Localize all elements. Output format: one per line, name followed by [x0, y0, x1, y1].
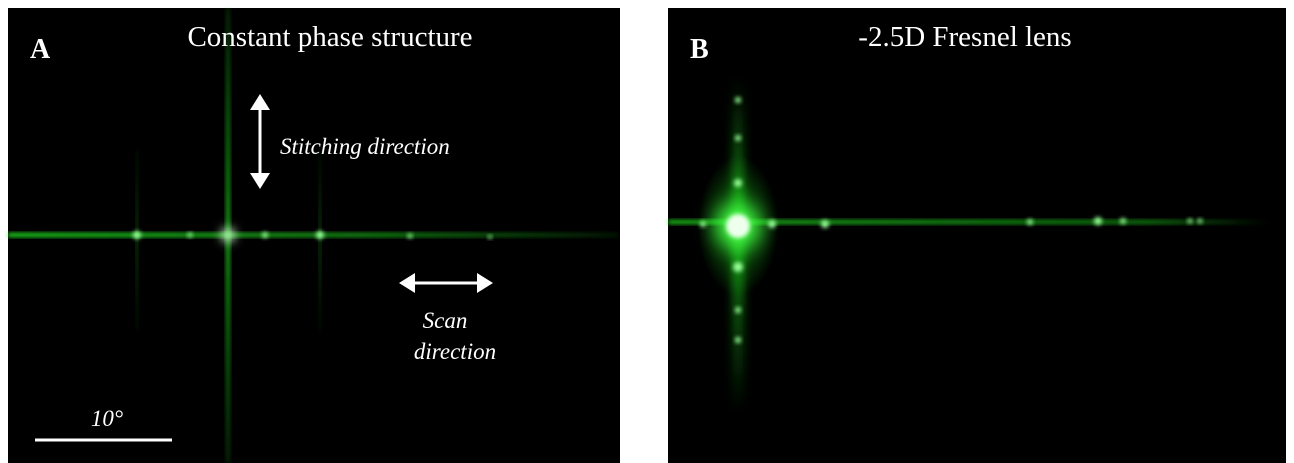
panel-title: Constant phase structure — [187, 21, 472, 53]
diffraction-line — [8, 233, 618, 237]
panel-title: -2.5D Fresnel lens — [858, 21, 1071, 53]
panel-label: B — [690, 34, 709, 65]
diffraction-line — [319, 150, 321, 330]
panel-b: B -2.5D Fresnel lens — [668, 8, 1286, 463]
panel-label: A — [30, 34, 51, 65]
annotation: direction — [414, 339, 496, 364]
figure: A Constant phase structure Stitching dir… — [0, 0, 1294, 463]
annotation: Stitching direction — [280, 134, 450, 159]
diffraction-line — [136, 150, 138, 330]
annotation: Scan — [423, 308, 468, 333]
panel-a: A Constant phase structure Stitching dir… — [8, 8, 620, 463]
scale-label: 10° — [91, 406, 123, 431]
